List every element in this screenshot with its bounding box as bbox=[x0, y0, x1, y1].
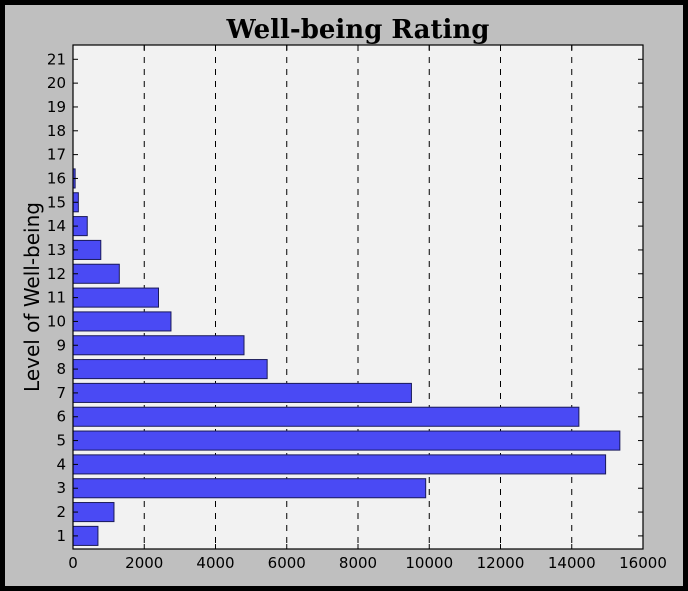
y-tick-label: 15 bbox=[47, 193, 66, 211]
y-tick-label: 13 bbox=[47, 241, 66, 259]
bars bbox=[72, 168, 621, 546]
bar-level-7 bbox=[72, 382, 412, 403]
y-tick-label: 14 bbox=[47, 217, 66, 235]
bar-level-6 bbox=[72, 406, 580, 427]
y-tick-label: 1 bbox=[56, 527, 66, 545]
y-tick-label: 8 bbox=[56, 360, 66, 378]
y-tick-label: 21 bbox=[47, 50, 66, 68]
bar-level-2 bbox=[72, 502, 115, 523]
y-tick-label: 10 bbox=[47, 312, 66, 330]
x-tick-label: 8000 bbox=[339, 554, 377, 572]
x-tick-label: 2000 bbox=[125, 554, 163, 572]
bar-level-3 bbox=[72, 478, 427, 499]
y-tick-label: 20 bbox=[47, 74, 66, 92]
bar-level-8 bbox=[72, 359, 268, 380]
y-tick-label: 4 bbox=[56, 455, 66, 473]
bar-level-10 bbox=[72, 311, 172, 332]
x-tick-label: 0 bbox=[68, 554, 78, 572]
x-tick-label: 14000 bbox=[548, 554, 596, 572]
y-tick-label: 2 bbox=[56, 503, 66, 521]
y-tick-label: 3 bbox=[56, 479, 66, 497]
bar-level-5 bbox=[72, 430, 621, 451]
y-tick-label: 18 bbox=[47, 122, 66, 140]
y-tick-label: 9 bbox=[56, 336, 66, 354]
y-tick-label: 7 bbox=[56, 384, 66, 402]
bar-level-4 bbox=[72, 454, 607, 475]
bar-level-12 bbox=[72, 263, 120, 284]
plot-border bbox=[72, 44, 644, 550]
x-tick-label: 10000 bbox=[405, 554, 453, 572]
x-axis-ticks: 0 2000 4000 6000 8000 10000 12000 14000 16000 bbox=[68, 45, 667, 572]
y-tick-label: 19 bbox=[47, 98, 66, 116]
y-tick-label: 17 bbox=[47, 146, 66, 164]
chart-title: Well-being Rating bbox=[226, 15, 490, 45]
y-tick-label: 12 bbox=[47, 265, 66, 283]
x-tick-label: 4000 bbox=[196, 554, 234, 572]
bar-level-11 bbox=[72, 287, 159, 308]
bar-level-9 bbox=[72, 335, 245, 356]
y-axis-label: Level of Well-being bbox=[20, 202, 44, 392]
y-tick-label: 16 bbox=[47, 169, 66, 187]
x-tick-label: 12000 bbox=[477, 554, 525, 572]
y-tick-label: 5 bbox=[56, 432, 66, 450]
y-tick-label: 6 bbox=[56, 408, 66, 426]
x-tick-label: 16000 bbox=[619, 554, 667, 572]
x-tick-label: 6000 bbox=[268, 554, 306, 572]
y-tick-label: 11 bbox=[47, 289, 66, 307]
